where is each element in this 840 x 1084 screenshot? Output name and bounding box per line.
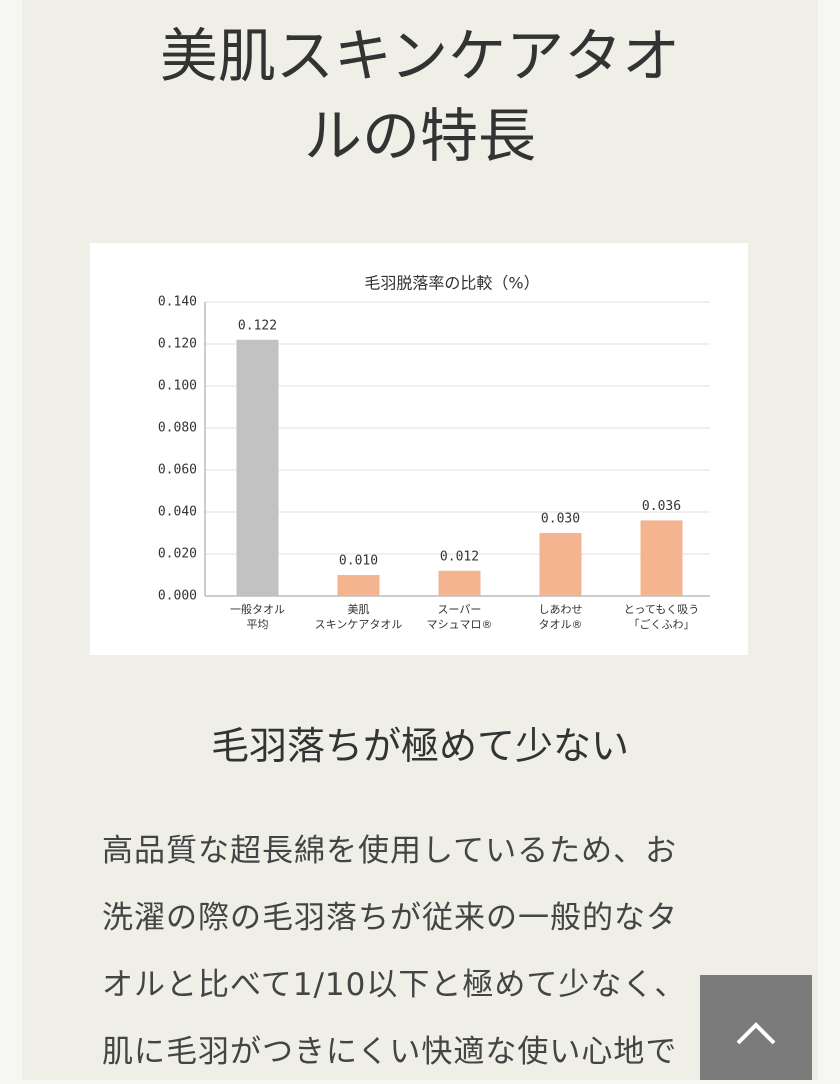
chart: 毛羽脱落率の比較（%） 0.000 0.020 0.040 0.060 0.080 0.1… [158,274,710,631]
y-tick-label: 0.060 [158,463,197,478]
y-tick-label: 0.040 [158,505,197,520]
body-text: 高品質な超長綿を使用しているため、お [102,833,678,869]
y-tick-label: 0.120 [158,337,197,352]
y-tick-label: 0.080 [158,421,197,436]
x-tick-label: しあわせタオル® [539,603,583,631]
body-text: オルと比べて1/10以下と極めて少なく、 [102,967,687,1003]
x-tick-label: とってもく吸う「ごくふわ」 [624,603,700,631]
y-tick-label: 0.140 [158,295,197,310]
body-text: 肌に毛羽がつきにくい快適な使い心地で [102,1034,678,1070]
body-text: 洗濯の際の毛羽落ちが従来の一般的なタ [102,900,678,936]
bar [337,575,380,596]
x-tick-label: 美肌スキンケアタオル [315,603,403,631]
data-label: 0.122 [238,318,277,333]
scroll-to-top-button[interactable] [700,975,812,1080]
data-label: 0.036 [642,499,681,514]
y-tick-label: 0.100 [158,379,197,394]
page-title: 美肌スキンケアタオ [159,22,681,90]
x-tick-label: スーパーマシュマロ® [427,603,493,631]
content-column: 美肌スキンケアタオ ルの特長 毛羽脱落率の比較（%） 0.000 0.020 0.0… [22,0,818,1080]
y-tick-label: 0.000 [158,589,197,604]
bar [539,533,582,596]
y-tick-label: 0.020 [158,547,197,562]
data-label: 0.012 [440,549,479,564]
bar [640,520,683,596]
bar [236,339,279,596]
bar [438,570,481,596]
section-heading: 毛羽落ちが極めて少ない [210,724,629,768]
chart-title: 毛羽脱落率の比較（%） [364,274,539,293]
page-title: ルの特長 [303,102,536,170]
x-tick-label: 一般タオル平均 [230,603,285,631]
chevron-icon [736,1022,776,1045]
data-label: 0.010 [339,554,378,569]
data-label: 0.030 [541,512,580,527]
chart-image: 毛羽脱落率の比較（%） 0.000 0.020 0.040 0.060 0.080 0.1… [90,243,748,655]
